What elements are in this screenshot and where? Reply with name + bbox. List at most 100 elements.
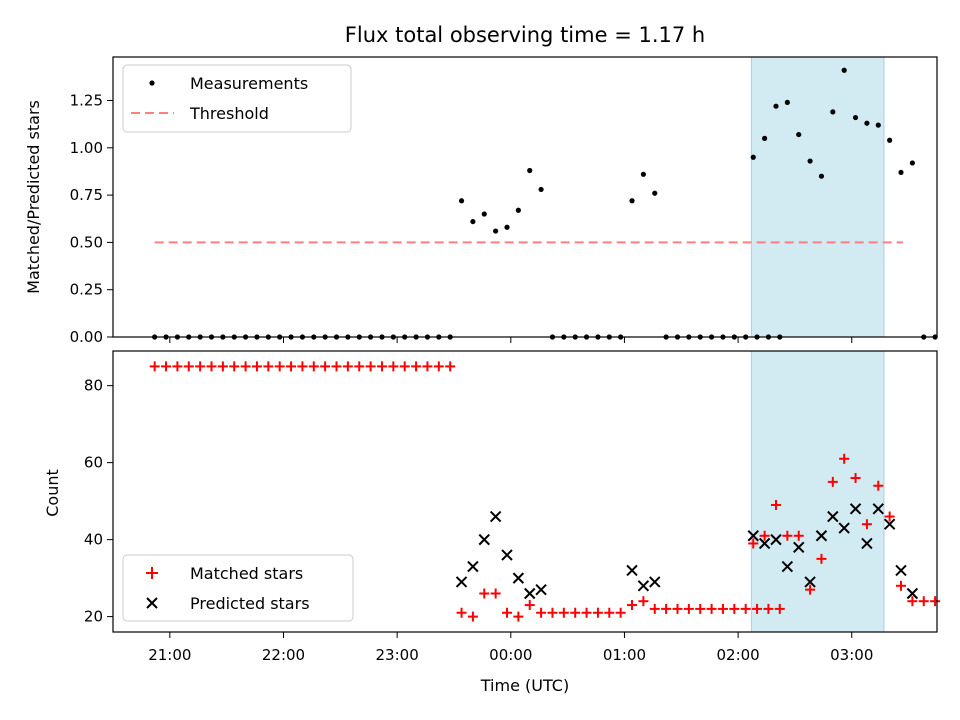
matched-star-point [456,607,467,618]
predicted-star-point [781,560,794,573]
matched-star-point [445,361,456,372]
predicted-star-point [793,541,805,554]
count-plot-frame [112,350,938,633]
measurement-point [527,167,533,174]
measurement-point [898,169,904,176]
matched-star-point [570,607,581,618]
matched-star-point [748,538,759,549]
predicted-star-point [649,576,661,588]
matched-star-point [793,530,804,541]
matched-star-point [774,603,785,614]
x-tick-label: 21:00 [148,646,191,664]
matched-star-point [433,361,444,372]
count-y-tick-label: 60 [84,454,103,472]
measurement-point [909,160,915,166]
legend-matched-label: Matched stars [190,564,303,583]
matched-star-point [816,553,827,564]
predicted-star-point [804,576,816,588]
predicted-star-point [872,503,884,515]
measurement-point [864,120,870,126]
chart-title: Flux total observing time = 1.17 h [345,23,705,47]
matched-star-point [206,361,217,372]
matched-star-point [918,596,929,607]
matched-star-point [342,361,353,372]
matched-star-point [297,361,308,372]
matched-star-point [861,519,872,530]
count-y-tick-label: 20 [84,608,103,626]
legend-matched-marker [146,567,158,579]
matched-star-point [706,603,717,614]
ratio-legend-box [122,64,352,133]
measurement-point [773,103,779,109]
ratio-y-tick-label: 0.75 [70,186,103,204]
matched-star-point [770,499,781,510]
predicted-star-point [838,522,850,534]
matched-star-point [524,600,535,611]
matched-star-point [490,588,501,599]
legend-threshold-label: Threshold [189,104,269,123]
matched-star-point [907,596,918,607]
matched-star-point [763,603,774,614]
matched-star-point [615,607,626,618]
count-y-tick-label: 80 [84,377,103,395]
matched-star-point [581,607,592,618]
x-axis-label: Time (UTC) [480,676,569,695]
measurement-point [784,99,790,106]
matched-star-point [752,603,763,614]
count-legend-box [122,554,354,622]
matched-star-point [229,361,240,372]
predicted-star-point [770,533,782,546]
legend-predicted-label: Predicted stars [190,594,310,613]
matched-star-point [320,361,331,372]
ratio-legend: Measurements Threshold [122,64,352,133]
matched-star-point [683,603,694,614]
count-y-label: Count [43,469,62,517]
measurement-point [504,224,510,230]
matched-star-point [558,607,569,618]
matched-star-point [217,361,228,372]
ratio-y-tick-label: 0.00 [70,328,103,346]
matched-star-point [884,511,895,522]
x-tick-label: 00:00 [489,646,532,664]
matched-star-point [149,361,160,372]
measurement-point [875,122,881,128]
x-tick-label: 02:00 [716,646,759,664]
predicted-star-point [637,580,650,592]
matched-star-point [161,361,172,372]
matched-star-point [896,580,907,591]
predicted-star-point [906,587,919,600]
matched-star-point [782,530,793,541]
measurement-point [640,171,646,177]
matched-star-point [365,361,376,372]
predicted-star-point [489,510,502,523]
matched-star-point [388,361,399,372]
matched-star-point [827,476,838,487]
matched-star-point [479,588,490,599]
matched-star-point [536,607,547,618]
predicted-star-point [535,583,547,596]
matched-star-point [411,361,422,372]
measurement-point [481,211,487,217]
ratio-highlight-span [750,56,885,338]
predicted-star-point [524,587,536,600]
predicted-star-point [512,572,525,584]
matched-star-point [839,453,850,464]
matched-star-point [649,603,660,614]
matched-star-point [604,607,615,618]
matched-star-point [467,611,478,622]
ratio-y-tick-label: 1.00 [70,139,103,157]
measurement-point [830,109,836,115]
measurement-point [762,135,768,141]
measurement-point [796,131,802,138]
matched-star-point [695,603,706,614]
measurement-point [458,198,465,204]
legend-predicted-marker [146,597,158,609]
predicted-star-point [467,560,479,573]
matched-star-point [354,361,365,372]
matched-star-point [547,607,558,618]
measurement-point [887,137,893,143]
matched-star-point [661,603,672,614]
matched-star-point [274,361,285,372]
matched-star-point [376,361,387,372]
